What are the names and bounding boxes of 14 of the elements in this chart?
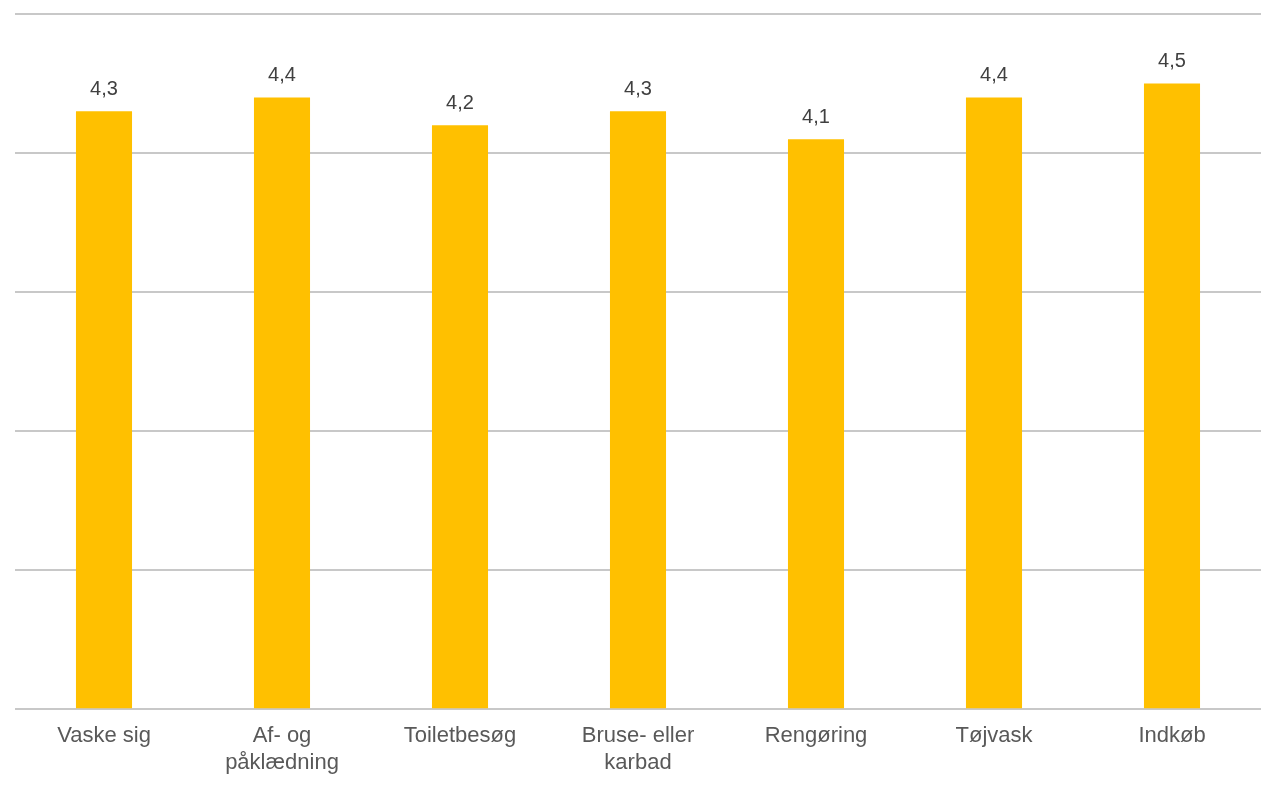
data-label: 4,3 [624,76,652,99]
data-label: 4,1 [802,104,830,127]
data-label: 4,5 [1158,49,1186,72]
data-label: 4,4 [268,62,296,85]
data-label: 4,2 [446,90,474,113]
x-tick-label: Af- og påklædning [225,722,339,774]
x-tick-label: Rengøring [764,722,868,748]
x-tick-label: Indkøb [1138,722,1206,748]
x-tick-label: Tøjvask [955,722,1034,748]
x-tick-label: Bruse- eller karbad [581,722,695,774]
data-label: 4,3 [90,76,118,99]
x-tick-label: Vaske sig [57,722,151,748]
data-label: 4,4 [980,62,1008,85]
x-tick-label: Toiletbesøg [403,722,517,748]
